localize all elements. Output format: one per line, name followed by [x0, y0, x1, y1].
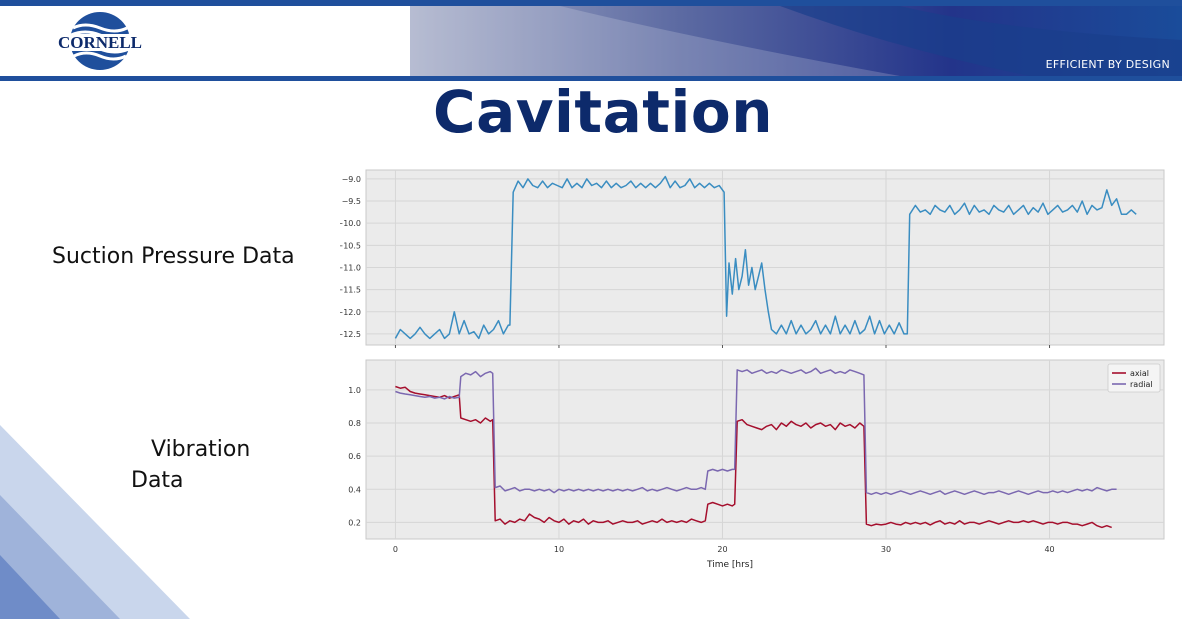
x-tick-label: 10	[554, 545, 564, 554]
y-tick-label: −11.0	[340, 263, 361, 272]
y-tick-label: 0.2	[348, 518, 361, 527]
y-tick-label: −10.5	[340, 241, 361, 250]
series-line-radial	[395, 367, 1117, 496]
logo-text: CORNELL	[58, 33, 142, 52]
y-tick-label: 1.0	[348, 386, 361, 395]
header-banner	[0, 0, 1182, 81]
x-axis-label: Time [hrs]	[706, 560, 753, 570]
y-tick-label: −9.5	[342, 197, 361, 206]
series-line-axial	[395, 385, 1112, 529]
x-tick-label: 40	[1044, 545, 1054, 554]
legend-label: radial	[1130, 380, 1153, 389]
vibration-label-line1: Vibration	[151, 437, 251, 462]
y-tick-label: 0.8	[348, 419, 361, 428]
y-tick-label: −10.0	[340, 219, 361, 228]
x-tick-label: 20	[717, 545, 727, 554]
vibration-label-line2: Data	[131, 468, 184, 493]
legend-label: axial	[1130, 369, 1149, 378]
y-tick-label: −12.0	[340, 308, 361, 317]
plot-area	[365, 169, 1165, 346]
suction-pressure-chart: −9.0−9.5−10.0−10.5−11.0−11.5−12.0−12.5Su…	[340, 169, 1165, 348]
charts-figure: −9.0−9.5−10.0−10.5−11.0−11.5−12.0−12.5Su…	[340, 169, 1165, 570]
series-line-series-0	[394, 175, 1137, 340]
plot-area	[365, 359, 1165, 540]
y-tick-label: −12.5	[340, 330, 361, 339]
x-tick-label: 0	[393, 545, 398, 554]
y-tick-label: −9.0	[342, 175, 361, 184]
vibration-chart: 0.20.40.60.81.0010203040Velocity RMS [in…	[348, 359, 1165, 570]
y-tick-label: 0.4	[348, 485, 361, 494]
cornell-logo: CORNELL	[48, 12, 152, 70]
y-tick-label: 0.6	[348, 452, 361, 461]
x-tick-label: 30	[881, 545, 891, 554]
y-tick-label: −11.5	[340, 286, 361, 295]
suction-pressure-label: Suction Pressure Data	[52, 244, 295, 269]
slide-title: Cavitation	[433, 78, 774, 146]
legend-box	[1107, 363, 1161, 393]
tagline: EFFICIENT BY DESIGN	[1045, 58, 1170, 71]
corner-decoration	[0, 425, 190, 619]
